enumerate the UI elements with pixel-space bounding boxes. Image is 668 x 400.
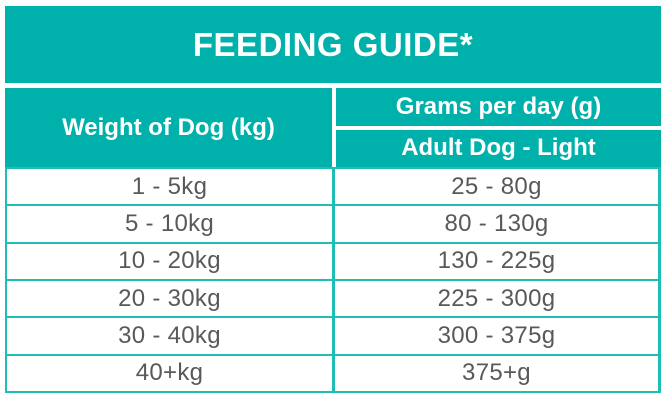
grams-cell: 25 - 80g — [335, 169, 658, 205]
table-title: FEEDING GUIDE* — [192, 25, 474, 63]
grams-cell: 130 - 225g — [335, 243, 658, 279]
weight-cell: 30 - 40kg — [7, 318, 332, 354]
weight-cell: 40+kg — [7, 355, 332, 391]
weight-cell: 5 - 10kg — [7, 206, 332, 242]
grams-cell: 225 - 300g — [335, 280, 658, 317]
table-header: Weight of Dog (kg) Grams per day (g) Adu… — [5, 88, 661, 167]
weight-cell: 10 - 20kg — [7, 243, 332, 279]
col-header-grams-group: Grams per day (g) Adult Dog - Light — [336, 88, 661, 167]
col-subheader-adult-light: Adult Dog - Light — [336, 129, 661, 167]
weight-cell: 20 - 30kg — [7, 280, 332, 317]
grams-cell: 300 - 375g — [335, 318, 658, 354]
weight-cell: 1 - 5kg — [7, 169, 332, 205]
col-header-weight: Weight of Dog (kg) — [5, 88, 332, 167]
col-subheader-adult-light-label: Adult Dog - Light — [401, 134, 596, 162]
grams-cell: 80 - 130g — [335, 206, 658, 242]
col-header-grams: Grams per day (g) — [336, 88, 661, 126]
table-body: 1 - 5kg 25 - 80g 5 - 10kg 80 - 130g 10 -… — [5, 167, 661, 393]
col-header-weight-label: Weight of Dog (kg) — [62, 113, 275, 141]
col-header-grams-label: Grams per day (g) — [395, 92, 602, 120]
table-title-bar: FEEDING GUIDE* — [5, 6, 661, 83]
grams-cell: 375+g — [335, 355, 658, 391]
